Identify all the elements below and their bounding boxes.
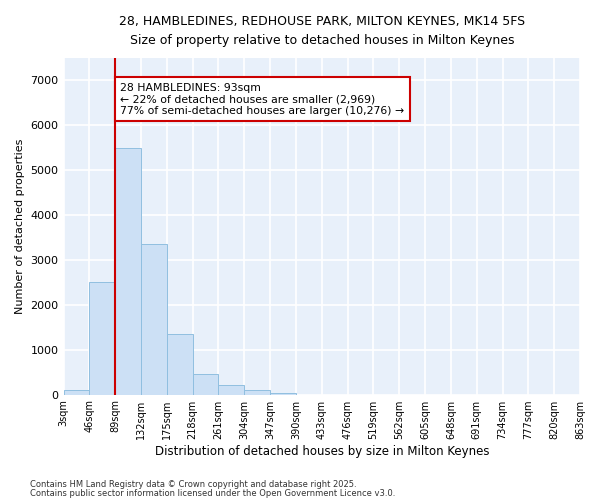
Text: 28 HAMBLEDINES: 93sqm
← 22% of detached houses are smaller (2,969)
77% of semi-d: 28 HAMBLEDINES: 93sqm ← 22% of detached … xyxy=(121,82,404,116)
Bar xyxy=(167,334,193,394)
Bar xyxy=(193,374,218,394)
Bar xyxy=(218,384,244,394)
X-axis label: Distribution of detached houses by size in Milton Keynes: Distribution of detached houses by size … xyxy=(155,444,489,458)
Bar xyxy=(141,244,167,394)
Text: Contains HM Land Registry data © Crown copyright and database right 2025.: Contains HM Land Registry data © Crown c… xyxy=(30,480,356,489)
Title: 28, HAMBLEDINES, REDHOUSE PARK, MILTON KEYNES, MK14 5FS
Size of property relativ: 28, HAMBLEDINES, REDHOUSE PARK, MILTON K… xyxy=(119,15,525,47)
Bar xyxy=(89,282,115,395)
Bar xyxy=(244,390,270,394)
Y-axis label: Number of detached properties: Number of detached properties xyxy=(15,138,25,314)
Text: Contains public sector information licensed under the Open Government Licence v3: Contains public sector information licen… xyxy=(30,488,395,498)
Bar xyxy=(270,393,296,394)
Bar xyxy=(64,390,89,394)
Bar xyxy=(115,148,141,394)
